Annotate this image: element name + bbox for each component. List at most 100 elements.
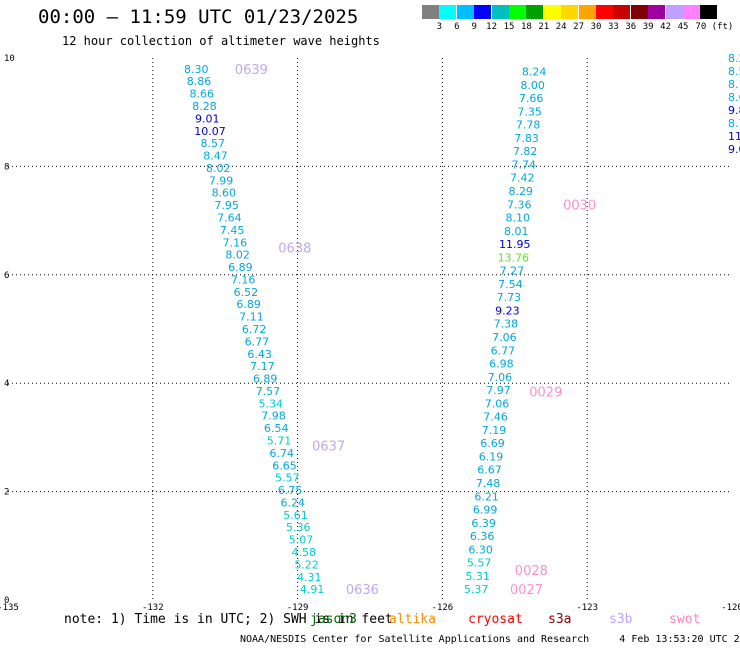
legend-label: 9 xyxy=(471,22,477,32)
wave-height-value: 6.30 xyxy=(468,543,493,556)
wave-height-value: 7.06 xyxy=(488,371,513,384)
wave-height-value: 5.37 xyxy=(464,583,489,596)
edge-wave-height-value: 9.04 xyxy=(728,143,740,156)
wave-height-value: 7.78 xyxy=(516,119,541,132)
wave-height-value: 13.76 xyxy=(498,251,530,264)
time-label: 0637 xyxy=(312,440,345,455)
satellite-cryosat: cryosat xyxy=(468,612,523,627)
legend-label: 39 xyxy=(642,22,654,32)
wave-height-value: 7.98 xyxy=(261,410,286,423)
wave-height-value: 7.54 xyxy=(498,278,523,291)
wave-height-value: 6.52 xyxy=(234,286,259,299)
wave-height-value: 8.02 xyxy=(225,249,250,262)
wave-height-value: 9.23 xyxy=(495,304,520,317)
y-tick-label: 10 xyxy=(4,54,15,64)
wave-height-value: 7.38 xyxy=(494,318,519,331)
time-label: 0030 xyxy=(563,198,596,213)
wave-height-value: 5.57 xyxy=(275,472,300,485)
wave-height-value: 7.57 xyxy=(256,385,281,398)
wave-height-value: 7.97 xyxy=(486,384,511,397)
wave-height-value: 5.31 xyxy=(465,570,490,583)
x-tick-label: -129 xyxy=(287,603,309,612)
wave-height-value: 7.95 xyxy=(214,199,239,212)
legend-swatch xyxy=(474,5,492,19)
wave-height-value: 8.57 xyxy=(201,137,226,150)
wave-height-value: 6.77 xyxy=(491,344,516,357)
legend-label: 15 xyxy=(503,22,515,32)
legend-label: 30 xyxy=(590,22,602,32)
wave-height-value: 8.86 xyxy=(187,75,212,88)
legend-swatch xyxy=(665,5,683,19)
wave-height-value: 8.28 xyxy=(192,100,217,113)
edge-wave-height-value: 8.67 xyxy=(728,91,740,104)
satellite-s3b: s3b xyxy=(609,612,633,627)
legend-swatch xyxy=(456,5,474,19)
wave-height-value: 7.46 xyxy=(483,411,508,424)
wave-height-value: 5.57 xyxy=(467,557,492,570)
satellite-swot: swot xyxy=(669,612,701,627)
legend-label: 45 xyxy=(677,22,689,32)
wave-height-value: 6.69 xyxy=(480,437,505,450)
y-tick-label: 0 xyxy=(4,596,9,606)
wave-height-value: 6.65 xyxy=(272,459,297,472)
wave-height-value: 6.89 xyxy=(228,261,253,274)
wave-height-value: 7.73 xyxy=(497,291,522,304)
x-tick-label: -123 xyxy=(576,603,598,612)
wave-height-value: 6.43 xyxy=(247,348,272,361)
satellite-altika: altika xyxy=(389,612,436,627)
legend-label: 33 xyxy=(607,22,619,32)
legend-swatch xyxy=(491,5,509,19)
wave-height-value: 4.31 xyxy=(297,571,322,584)
time-label: 0639 xyxy=(235,63,268,78)
wave-height-value: 4.58 xyxy=(292,546,317,559)
wave-height-value: 7.45 xyxy=(220,224,245,237)
wave-height-value: 6.75 xyxy=(278,484,303,497)
wave-height-value: 5.22 xyxy=(294,558,319,571)
time-label: 0027 xyxy=(510,583,543,598)
wave-height-value: 6.67 xyxy=(477,464,502,477)
wave-height-value: 7.16 xyxy=(223,236,248,249)
chart-subtitle: 12 hour collection of altimeter wave hei… xyxy=(62,34,380,48)
time-label: 0029 xyxy=(529,385,562,400)
note-text: note: 1) Time is in UTC; 2) SWH is in fe… xyxy=(64,612,393,627)
wave-height-value: 8.24 xyxy=(522,66,547,79)
wave-height-value: 7.27 xyxy=(500,265,525,278)
time-label: 0636 xyxy=(346,583,379,598)
wave-height-value: 8.01 xyxy=(504,225,529,238)
wave-height-value: 7.99 xyxy=(209,174,234,187)
legend-swatch xyxy=(648,5,666,19)
wave-height-value: 7.35 xyxy=(517,105,542,118)
legend-swatch xyxy=(630,5,648,19)
y-tick-label: 8 xyxy=(4,162,9,172)
wave-height-value: 8.02 xyxy=(206,162,231,175)
x-tick-label: -120 xyxy=(721,603,740,612)
wave-height-value: 6.24 xyxy=(281,496,306,509)
wave-height-value: 7.16 xyxy=(231,273,256,286)
wave-height-value: 8.47 xyxy=(203,150,228,163)
wave-height-value: 6.77 xyxy=(245,335,270,348)
legend-label: 6 xyxy=(454,22,460,32)
edge-wave-height-value: 8.73 xyxy=(728,117,740,130)
wave-height-value: 7.17 xyxy=(250,360,275,373)
legend-swatch xyxy=(422,5,439,19)
legend-label: 42 xyxy=(660,22,672,32)
edge-wave-height-value: 8.24 xyxy=(728,52,740,65)
wave-height-value: 5.34 xyxy=(258,397,283,410)
wave-height-value: 5.61 xyxy=(283,509,308,522)
wave-height-value: 7.06 xyxy=(492,331,517,344)
wave-height-value: 6.21 xyxy=(474,490,499,503)
wave-height-value: 6.98 xyxy=(489,358,514,371)
wave-height-value: 7.66 xyxy=(519,92,544,105)
time-label: 0028 xyxy=(515,564,548,579)
legend-label: 36 xyxy=(625,22,637,32)
wave-height-value: 5.36 xyxy=(286,521,311,534)
wave-height-value: 7.48 xyxy=(476,477,501,490)
legend-swatch xyxy=(613,5,631,19)
legend-label: 27 xyxy=(573,22,585,32)
wave-height-value: 6.36 xyxy=(470,530,495,543)
wave-height-value: 9.01 xyxy=(195,112,220,125)
chart-title: 00:00 – 11:59 UTC 01/23/2025 xyxy=(38,6,359,28)
wave-height-value: 10.07 xyxy=(194,125,226,138)
wave-height-value: 6.99 xyxy=(473,504,498,517)
wave-height-value: 6.72 xyxy=(242,323,267,336)
